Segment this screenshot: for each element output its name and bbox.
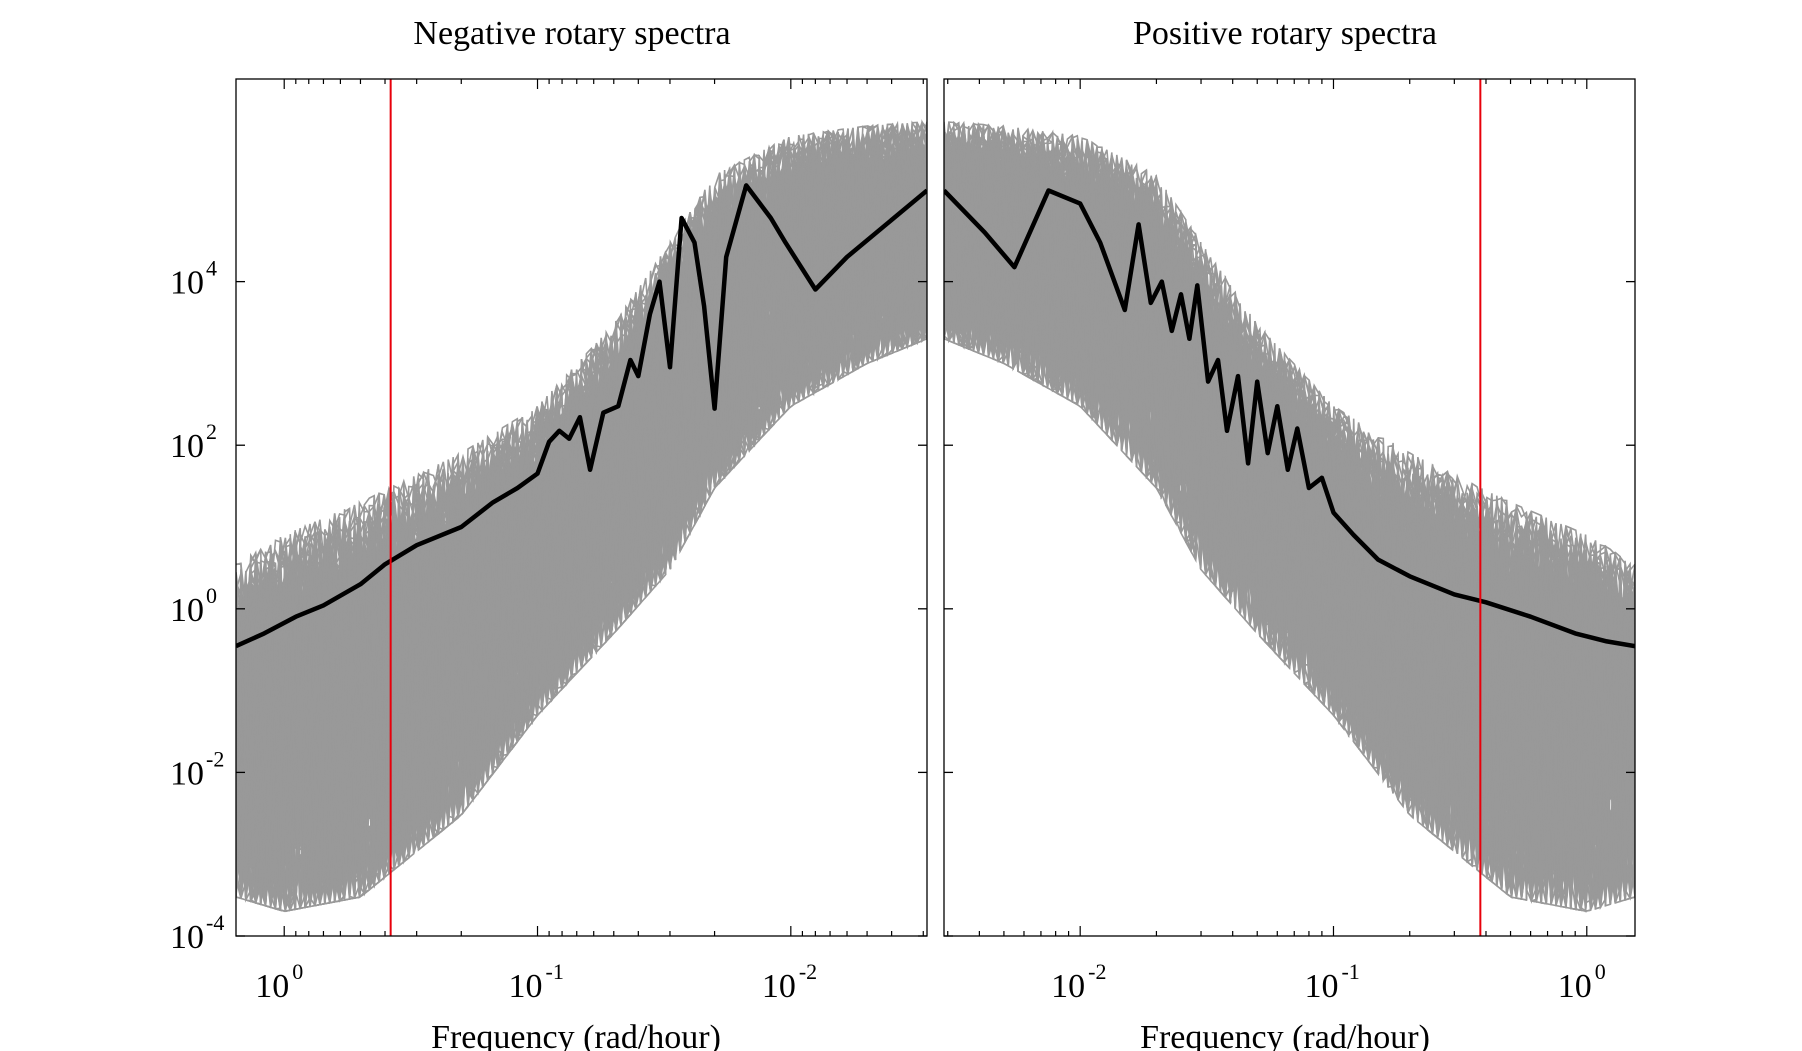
y-tick-exponent: 4 [206,256,217,281]
y-tick-label: 10 [170,919,204,956]
positive-ensemble-spectrum [944,261,1635,909]
negative-ensemble-spectrum [236,200,927,910]
negative-mean-spectrum-line [236,183,927,649]
negative-plot-frame [235,78,928,937]
negative-x-tick-label: 10 [762,968,796,1005]
negative-x-tick-exponent: 0 [292,959,303,984]
negative-mean-layer [236,183,927,649]
positive-ensemble-spectrum [944,129,1635,791]
negative-ensemble-spectrum [236,120,927,742]
positive-x-tick-label: 10 [1558,968,1592,1005]
y-tick-exponent: -2 [206,746,224,771]
positive-x-tick-exponent: -1 [1341,959,1359,984]
y-tick-label: 10 [170,428,204,465]
positive-x-tick-label: 10 [1304,968,1338,1005]
negative-x-tick-label: 10 [509,968,543,1005]
positive-panel-title: Positive rotary spectra [1133,15,1437,52]
y-tick-label: 10 [170,265,204,302]
positive-ensemble-spectrum [944,161,1635,825]
negative-x-tick-exponent: -1 [546,959,564,984]
negative-x-tick-label: 10 [255,968,289,1005]
positive-ensemble-layer [944,120,1635,913]
negative-ensemble-spectrum [236,162,927,837]
y-tick-exponent: 2 [206,419,217,444]
positive-ensemble-spectrum [944,279,1635,911]
negative-x-ticks: 10 0 10 -1 10 -2 [255,79,924,1005]
y-tick-label: 10 [170,755,204,792]
positive-mean-layer [944,188,1635,649]
negative-x-tick-exponent: -2 [799,959,817,984]
positive-x-tick-exponent: 0 [1595,959,1606,984]
negative-ensemble-spectrum [236,124,927,789]
positive-mean-spectrum-line [944,188,1635,649]
y-tick-exponent: 0 [206,583,217,608]
positive-ensemble-spectrum [944,158,1635,786]
positive-x-tick-exponent: -2 [1088,959,1106,984]
positive-x-tick-label: 10 [1051,968,1085,1005]
positive-y-ticks [944,280,1635,937]
negative-x-axis-label: Frequency (rad/hour) [431,1019,721,1051]
positive-ensemble-spectrum [944,121,1635,745]
positive-spectra-panel: Positive rotary spectra 10 -2 10 -1 10 0 Freq… [943,15,1636,1051]
y-tick-label: 10 [170,592,204,629]
positive-x-axis-label: Frequency (rad/hour) [1140,1019,1430,1051]
y-tick-exponent: -4 [206,910,224,935]
positive-plot-frame [943,78,1636,937]
negative-panel-title: Negative rotary spectra [413,15,730,52]
positive-x-ticks: 10 -2 10 -1 10 0 [947,79,1606,1005]
negative-ensemble-layer [236,119,927,913]
